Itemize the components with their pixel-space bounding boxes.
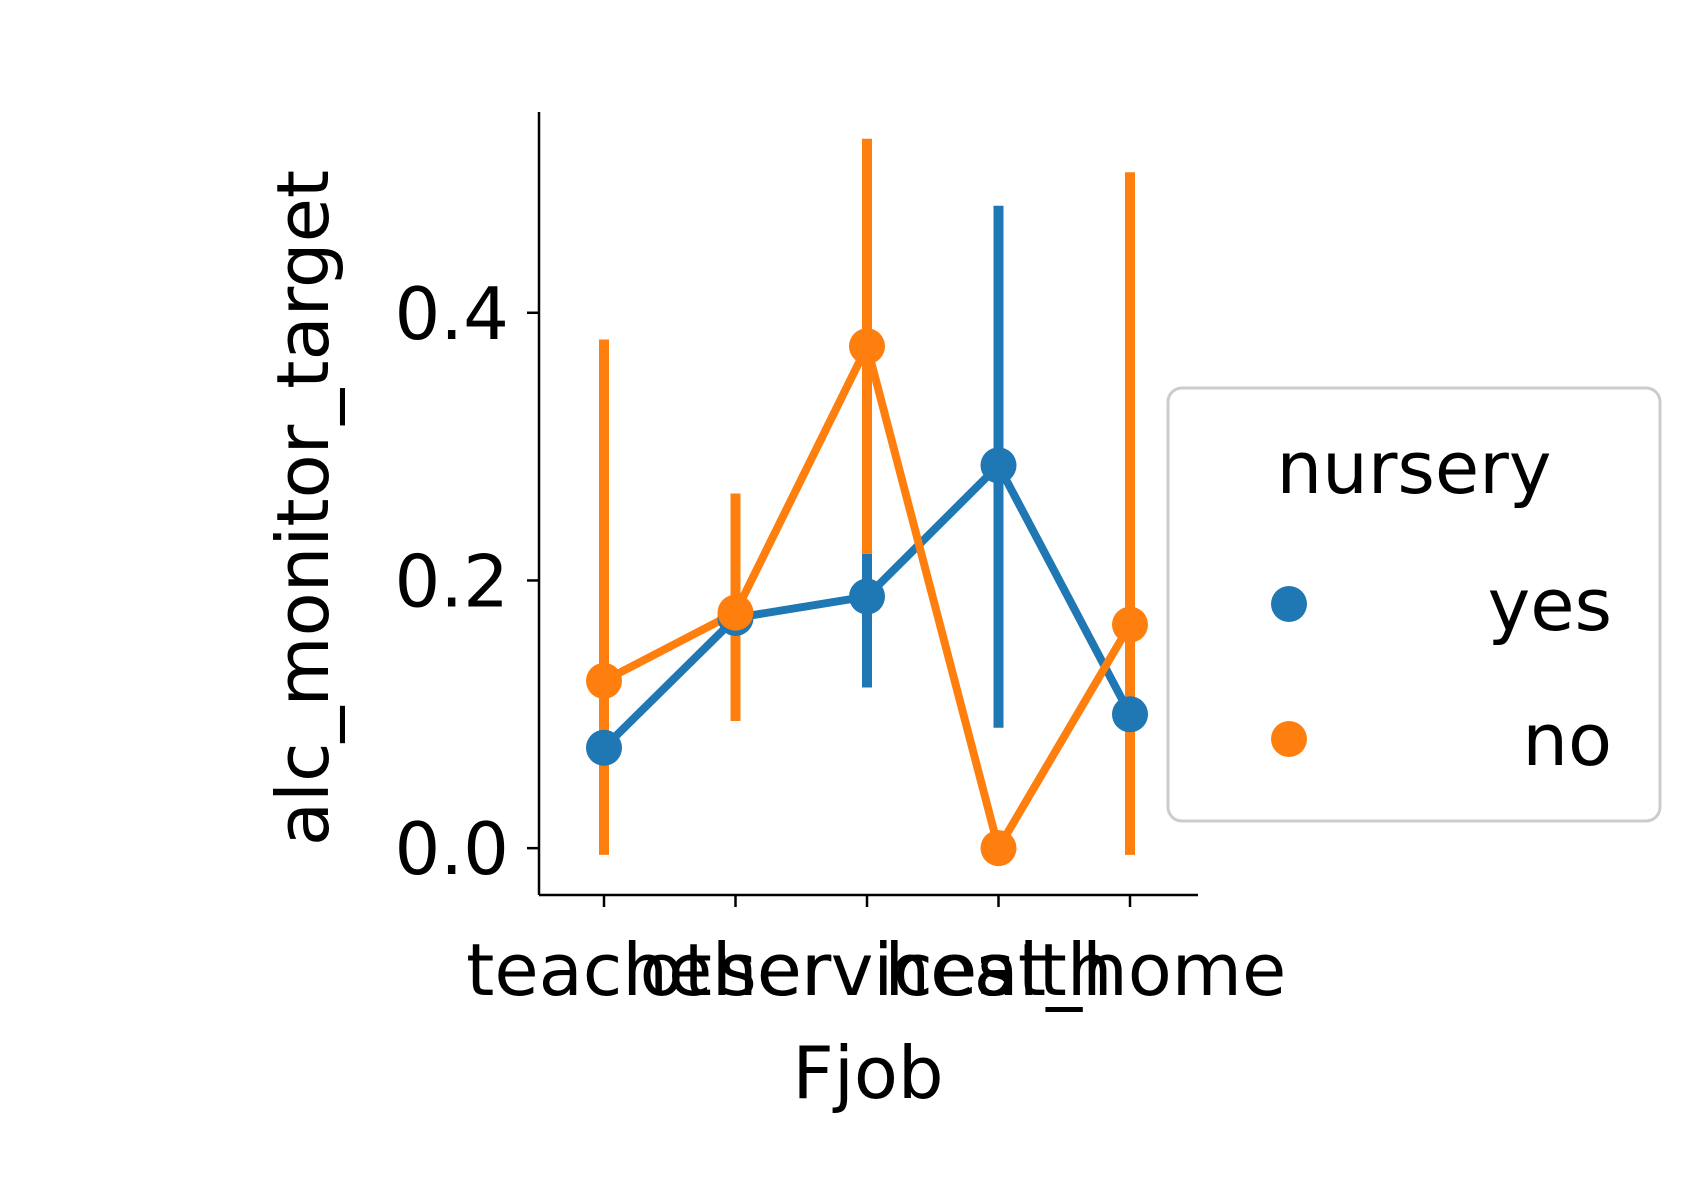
- point-yes-health: [980, 447, 1017, 484]
- y-ticks: 0.0 0.2 0.4: [394, 272, 539, 891]
- point-no-health: [980, 830, 1017, 867]
- y-tick-label: 0.0: [394, 807, 509, 891]
- x-tick-label-services: services: [719, 928, 1014, 1012]
- point-no-services: [849, 328, 885, 365]
- error-bars: [599, 138, 1135, 855]
- axes: [537, 112, 1198, 897]
- x-tick-label-health: health: [885, 928, 1113, 1012]
- point-yes-at_home: [1112, 696, 1148, 733]
- y-tick-label: 0.2: [394, 539, 509, 623]
- point-no-at_home: [1112, 606, 1148, 643]
- legend-frame: [1166, 386, 1662, 823]
- legend-title: nursery: [1277, 426, 1552, 510]
- x-tick-label-at_home: at_home: [974, 928, 1286, 1012]
- x-tick-label-other: other: [640, 928, 832, 1012]
- legend: nursery yes no: [1166, 386, 1662, 823]
- y-tick-label: 0.4: [394, 272, 509, 356]
- legend-marker-no: [1271, 721, 1307, 757]
- x-tick-label-teacher: teacher: [466, 928, 742, 1012]
- legend-marker-yes: [1271, 586, 1307, 622]
- y-axis-label: alc_monitor_target: [261, 170, 345, 846]
- legend-label-yes: yes: [1488, 563, 1612, 647]
- legend-label-no: no: [1522, 698, 1612, 782]
- x-axis-label: Fjob: [792, 1031, 943, 1115]
- legend-entries: yes no: [1271, 563, 1612, 782]
- point-yes-teacher: [586, 729, 622, 766]
- points: [586, 328, 1148, 867]
- point-yes-services: [849, 578, 885, 615]
- point-no-teacher: [586, 662, 622, 699]
- point-no-other: [717, 594, 754, 631]
